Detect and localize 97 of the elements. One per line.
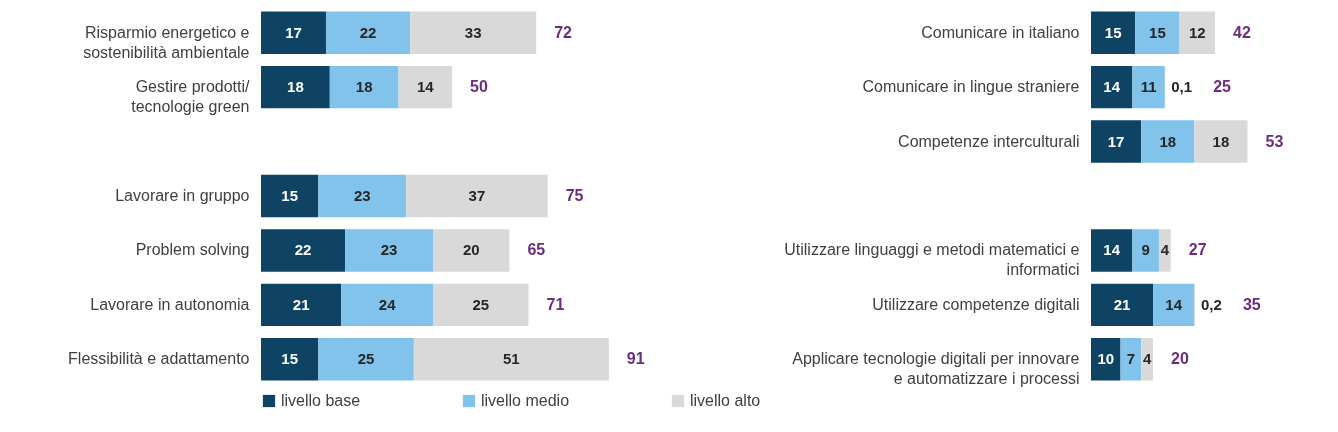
data-label: 37 — [468, 187, 486, 204]
bar — [1132, 65, 1165, 109]
data-label: 18 — [287, 78, 304, 96]
data-label: 15 — [1104, 23, 1122, 41]
total-label: 25 — [1213, 78, 1232, 96]
bar — [1194, 120, 1248, 163]
y-tick-label: Comunicare in italiano — [921, 23, 1080, 41]
total-label: 50 — [470, 78, 489, 96]
data-label: 4 — [1160, 241, 1170, 259]
y-tick-label: Utilizzare competenze digitali — [872, 295, 1080, 313]
bar — [345, 229, 433, 272]
y-tick-label: Lavorare in gruppo — [115, 187, 250, 204]
data-label: 21 — [292, 295, 310, 313]
total-label: 20 — [1171, 350, 1189, 368]
data-label: 4 — [1142, 350, 1152, 368]
data-label: 23 — [380, 241, 398, 259]
bar — [1091, 338, 1121, 381]
total-label: 27 — [1188, 241, 1207, 259]
bar — [318, 174, 407, 218]
data-label: 24 — [378, 295, 397, 313]
bar — [1091, 65, 1133, 109]
data-label: 14 — [1165, 295, 1183, 313]
bar — [410, 11, 537, 54]
bar — [329, 65, 399, 109]
total-label: 65 — [527, 241, 546, 259]
data-label: 0,1 — [1171, 78, 1192, 96]
bar — [1158, 229, 1171, 272]
data-label: 14 — [417, 78, 435, 96]
bar — [1091, 283, 1154, 327]
bar — [1141, 338, 1154, 381]
data-label: 20 — [462, 241, 480, 259]
bar — [1120, 338, 1142, 381]
y-tick-label: Competenze interculturali — [898, 132, 1080, 150]
data-label: 18 — [355, 78, 373, 96]
bar — [433, 283, 529, 327]
bar — [318, 338, 414, 381]
legend-label: livello alto — [690, 392, 761, 409]
bar — [406, 174, 548, 218]
total-label: 72 — [554, 23, 573, 41]
data-label: 15 — [281, 187, 299, 204]
data-label: 11 — [1140, 78, 1157, 96]
data-label: 15 — [1149, 23, 1166, 41]
total-label: 75 — [565, 187, 584, 204]
data-label: 17 — [1107, 132, 1125, 150]
data-label: 9 — [1141, 241, 1150, 259]
y-tick-label: Risparmio energetico e sostenibilità ambientale — [83, 23, 250, 61]
data-label: 17 — [285, 23, 302, 41]
y-tick-label: Flessibilità e adattamento — [68, 350, 250, 368]
total-label: 53 — [1265, 132, 1284, 150]
y-tick-label: Utilizzare linguaggi e metodi matematici e informatici — [784, 241, 1080, 279]
total-label: 35 — [1242, 295, 1261, 313]
bar — [1141, 120, 1195, 163]
data-label: 14 — [1103, 78, 1121, 96]
data-label: 51 — [503, 350, 520, 368]
data-label: 33 — [464, 23, 482, 41]
y-tick-label: Lavorare in autonomia — [90, 295, 250, 313]
bar — [261, 11, 326, 54]
bar — [413, 338, 609, 381]
data-label: 18 — [1159, 132, 1177, 150]
y-tick-label: Applicare tecnologie digitali per innovare e automatizzare i processi — [792, 350, 1080, 388]
bar — [1132, 229, 1159, 272]
data-label: 12 — [1188, 23, 1206, 41]
total-label: 71 — [546, 295, 565, 313]
bar — [261, 338, 319, 381]
bar — [261, 283, 342, 327]
data-label: 14 — [1103, 241, 1121, 259]
legend-label: livello medio — [481, 392, 570, 409]
bar — [261, 65, 330, 109]
data-label: 7 — [1126, 350, 1136, 368]
data-label: 21 — [1113, 295, 1131, 313]
data-label: 15 — [281, 350, 299, 368]
bar — [1179, 11, 1216, 54]
data-label: 25 — [472, 295, 490, 313]
bar — [1091, 120, 1142, 163]
data-label: 0,2 — [1200, 295, 1222, 313]
bar — [325, 11, 411, 54]
data-label: 23 — [353, 187, 371, 204]
bar — [1091, 229, 1133, 272]
bar — [341, 283, 433, 327]
data-label: 22 — [359, 23, 377, 41]
total-label: 42 — [1233, 23, 1251, 41]
total-label: 91 — [626, 350, 645, 368]
y-tick-label: Gestire prodotti/ tecnologie green — [131, 78, 251, 116]
legend-label: livello base — [281, 392, 361, 409]
bar — [1153, 283, 1195, 327]
data-label: 10 — [1097, 350, 1115, 368]
y-tick-label: Comunicare in lingue straniere — [862, 78, 1080, 96]
data-label: 22 — [294, 241, 312, 259]
bar — [1091, 11, 1136, 54]
bar — [261, 174, 319, 218]
bar — [398, 65, 453, 109]
y-tick-label: Problem solving — [135, 241, 250, 259]
bar — [261, 229, 346, 272]
bar — [433, 229, 510, 272]
data-label: 25 — [357, 350, 375, 368]
bar — [1135, 11, 1180, 54]
data-label: 18 — [1212, 132, 1230, 150]
